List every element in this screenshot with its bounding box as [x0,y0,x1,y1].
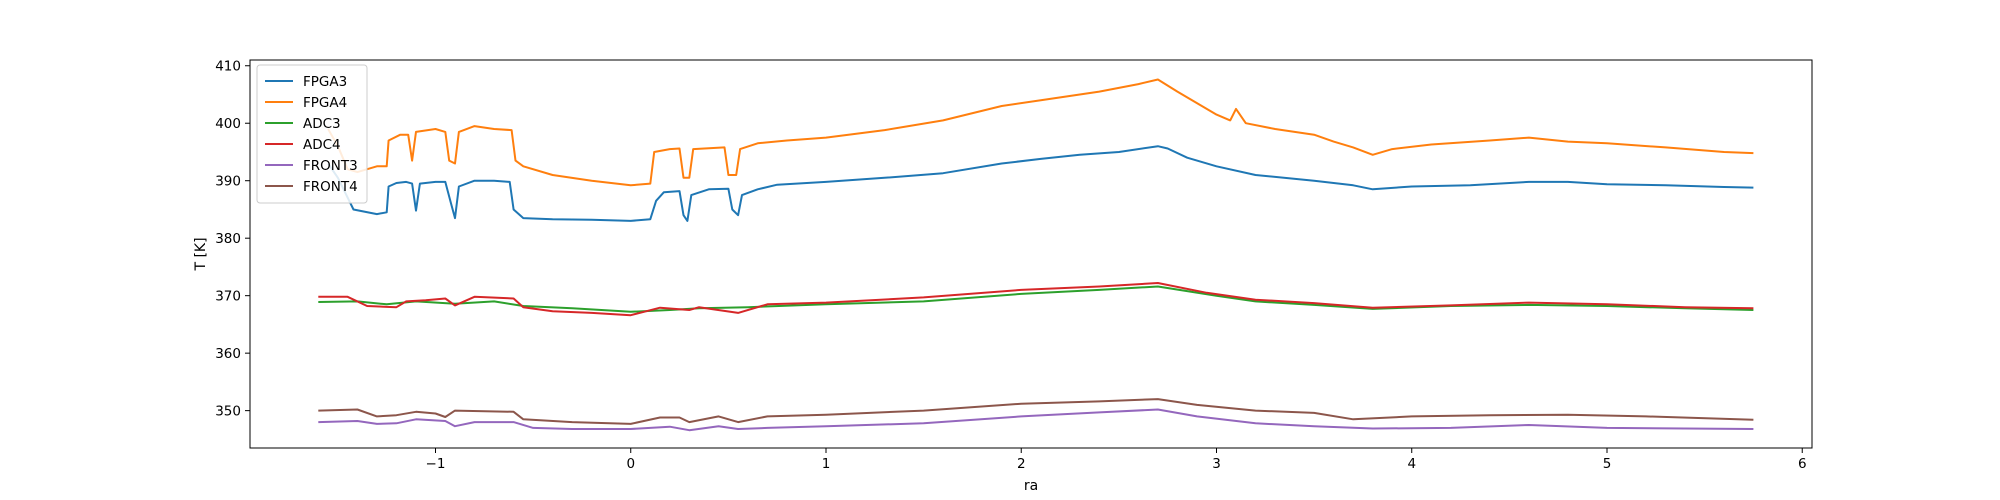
legend-entry: ADC4 [303,137,341,153]
y-tick-label: 410 [215,59,241,75]
x-axis-label: ra [1024,478,1038,494]
x-tick-label: 5 [1603,456,1612,472]
y-tick-label: 360 [215,346,241,362]
legend-entry: ADC3 [303,116,341,132]
series-line-front4 [318,398,1754,425]
x-tick-label: 6 [1798,456,1807,472]
y-axis-ticks: 350 360 370 380 390 400 410 [215,59,250,420]
y-tick-label: 380 [215,231,241,247]
y-tick-label: 350 [215,404,241,420]
legend-entry: FRONT4 [303,179,358,195]
legend-entry: FRONT3 [303,158,358,174]
plot-lines [318,78,1754,432]
legend-entry: FPGA3 [303,74,347,90]
plot-area-frame [249,59,1813,449]
chart-legend: FPGA3 FPGA4 ADC3 ADC4 FRONT3 FRONT4 [256,64,368,204]
x-tick-label: 2 [1017,456,1026,472]
series-line-adc4 [318,282,1754,317]
legend-box [256,64,368,204]
x-tick-label: 3 [1212,456,1221,472]
y-tick-label: 400 [215,116,241,132]
x-axis-ticks: −1 0 1 2 3 4 5 6 [426,448,1807,472]
y-axis-label: T [K] [193,237,209,271]
legend-entry: FPGA4 [303,95,347,111]
y-tick-label: 370 [215,289,241,305]
series-line-fpga4 [327,78,1754,187]
series-line-front3 [318,408,1754,432]
x-tick-label: 0 [626,456,635,472]
x-tick-label: 4 [1407,456,1416,472]
x-tick-label: −1 [426,456,446,472]
series-line-fpga3 [327,145,1754,222]
y-tick-label: 390 [215,174,241,190]
x-tick-label: 1 [822,456,831,472]
